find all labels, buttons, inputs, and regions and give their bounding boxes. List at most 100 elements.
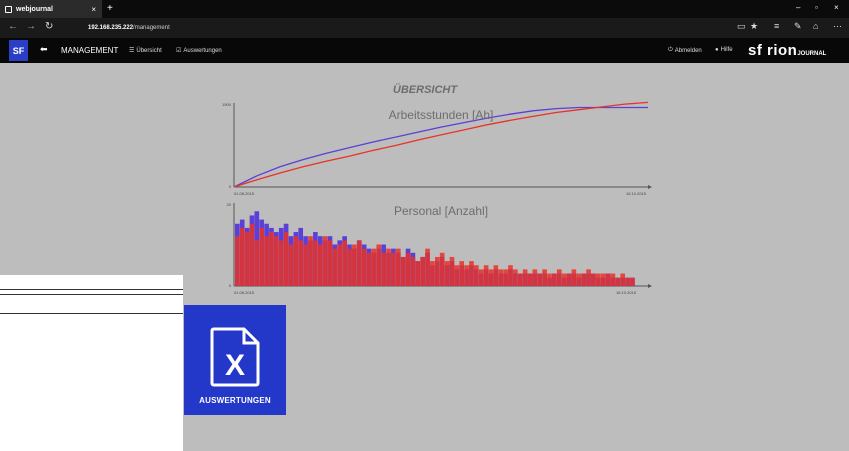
- bar-series-2: [308, 236, 313, 286]
- bar-series-2: [444, 261, 450, 286]
- bar-series-2: [327, 240, 333, 286]
- bar-series-2: [459, 261, 465, 286]
- back-nav-icon[interactable]: ←: [8, 21, 18, 32]
- bar-series-2: [439, 252, 445, 286]
- nav-overview[interactable]: ☰ Übersicht: [129, 47, 162, 55]
- share-icon[interactable]: ⌂: [813, 21, 819, 31]
- bar-series-2: [547, 273, 552, 286]
- web-note-icon[interactable]: ✎: [794, 21, 802, 31]
- bar-series-2: [435, 256, 440, 286]
- page-title: ÜBERSICHT: [392, 84, 458, 96]
- bar-series-2: [376, 244, 382, 286]
- hub-icon[interactable]: ≡: [774, 21, 780, 31]
- x-end-label: 16.10.2015: [626, 191, 647, 196]
- x-start-label: 01.08.2015: [234, 191, 255, 196]
- bar-series-2: [576, 273, 582, 286]
- bar-series-2: [556, 269, 562, 286]
- bar-series-2: [337, 244, 343, 286]
- bar-series-2: [566, 273, 572, 286]
- bar-series-2: [264, 236, 269, 286]
- bar-series-2: [615, 277, 621, 286]
- reading-view-icon[interactable]: ▭: [737, 21, 746, 31]
- bar-series-2: [610, 273, 616, 286]
- x-axis-arrow: [648, 185, 652, 189]
- nav-reports[interactable]: ☑ Auswertungen: [176, 47, 222, 55]
- maximize-button[interactable]: ▫: [815, 3, 818, 12]
- logout-label: Abmelden: [674, 47, 702, 54]
- close-window-button[interactable]: ×: [834, 3, 839, 12]
- bar-series-2: [625, 277, 630, 286]
- help-link[interactable]: ● Hilfe: [715, 47, 733, 53]
- bar-series-2: [298, 240, 304, 286]
- bar-series-2: [371, 248, 377, 286]
- bar-series-2: [332, 248, 338, 286]
- back-arrow-icon[interactable]: ⬅: [40, 44, 48, 54]
- browser-tab-bar: webjournal × + – ▫ ×: [0, 0, 849, 18]
- help-icon: ●: [715, 47, 719, 53]
- bar-series-2: [503, 269, 508, 286]
- bar-series-2: [605, 273, 611, 286]
- bar-series-2: [474, 265, 479, 286]
- bar-series-2: [342, 240, 347, 286]
- bar-series-2: [386, 248, 391, 286]
- browser-tab[interactable]: webjournal ×: [0, 0, 102, 18]
- logout-link[interactable]: ⏻ Abmelden: [668, 47, 702, 54]
- bar-series-2: [239, 227, 245, 286]
- favorite-star-icon[interactable]: ★: [750, 21, 759, 31]
- y-tick-label: 0: [229, 184, 232, 189]
- app-logo[interactable]: SF: [9, 40, 28, 61]
- nav-reports-label: Auswertungen: [183, 47, 222, 54]
- header-title: MANAGEMENT: [61, 46, 119, 55]
- bar-series-2: [449, 256, 455, 286]
- bar-series-2: [356, 240, 362, 286]
- bar-series-2: [581, 273, 586, 286]
- bar-series-2: [269, 232, 274, 286]
- nav-overview-label: Übersicht: [136, 47, 162, 54]
- bar-series-2: [542, 269, 547, 286]
- checkbox-icon: ☑: [176, 48, 182, 54]
- bar-series-2: [522, 269, 528, 286]
- bar-series-2: [600, 273, 606, 286]
- divider-line: [0, 313, 183, 314]
- brand-suffix: JOURNAL: [797, 51, 827, 57]
- bar-series-2: [430, 261, 435, 286]
- bar-series-2: [483, 265, 489, 286]
- bar-series-2: [415, 261, 421, 286]
- bar-series-2: [595, 273, 601, 286]
- bar-series-2: [288, 244, 294, 286]
- bar-series-2: [586, 269, 591, 286]
- new-tab-button[interactable]: +: [107, 3, 113, 14]
- url-host: 192.168.235.222: [88, 25, 134, 31]
- brand-name: sf rion: [748, 42, 798, 59]
- bar-series-2: [498, 269, 504, 286]
- bar-series-2: [420, 256, 425, 286]
- forward-nav-icon[interactable]: →: [26, 21, 36, 32]
- minimize-button[interactable]: –: [796, 3, 801, 12]
- tab-close-icon[interactable]: ×: [91, 4, 96, 14]
- bar-series-2: [532, 269, 538, 286]
- bar-series-2: [561, 273, 567, 286]
- overlay-panel: [0, 275, 183, 451]
- bar-series-2: [620, 273, 625, 286]
- bar-series-2: [244, 232, 250, 286]
- bar-series-2: [391, 252, 396, 286]
- work-hours-chart: 1500 001.08.2015 16.10.2015 Arbeitsstunden …: [222, 101, 652, 196]
- bar-series-2: [249, 223, 255, 286]
- bar-series-2: [322, 236, 328, 286]
- x-start-label: 01.08.2015: [234, 290, 255, 295]
- bar-series-2: [352, 244, 357, 286]
- address-bar: ← → ↻ 192.168.235.222 /management ▭ ★ ≡ …: [0, 18, 849, 38]
- url-field[interactable]: 192.168.235.222 /management: [88, 22, 728, 34]
- series-line-2: [233, 101, 649, 188]
- more-icon[interactable]: ⋯: [833, 21, 842, 31]
- bar-series-2: [395, 248, 401, 286]
- reports-tile[interactable]: X AUSWERTUNGEN: [184, 305, 286, 415]
- bar-series-2: [361, 248, 367, 286]
- bar-series-2: [454, 265, 460, 286]
- list-icon: ☰: [129, 48, 135, 54]
- reports-tile-label: AUSWERTUNGEN: [199, 396, 271, 405]
- refresh-icon[interactable]: ↻: [45, 21, 54, 32]
- tab-title: webjournal: [16, 5, 53, 13]
- bar-series-2: [537, 273, 543, 286]
- divider-line: [0, 289, 183, 290]
